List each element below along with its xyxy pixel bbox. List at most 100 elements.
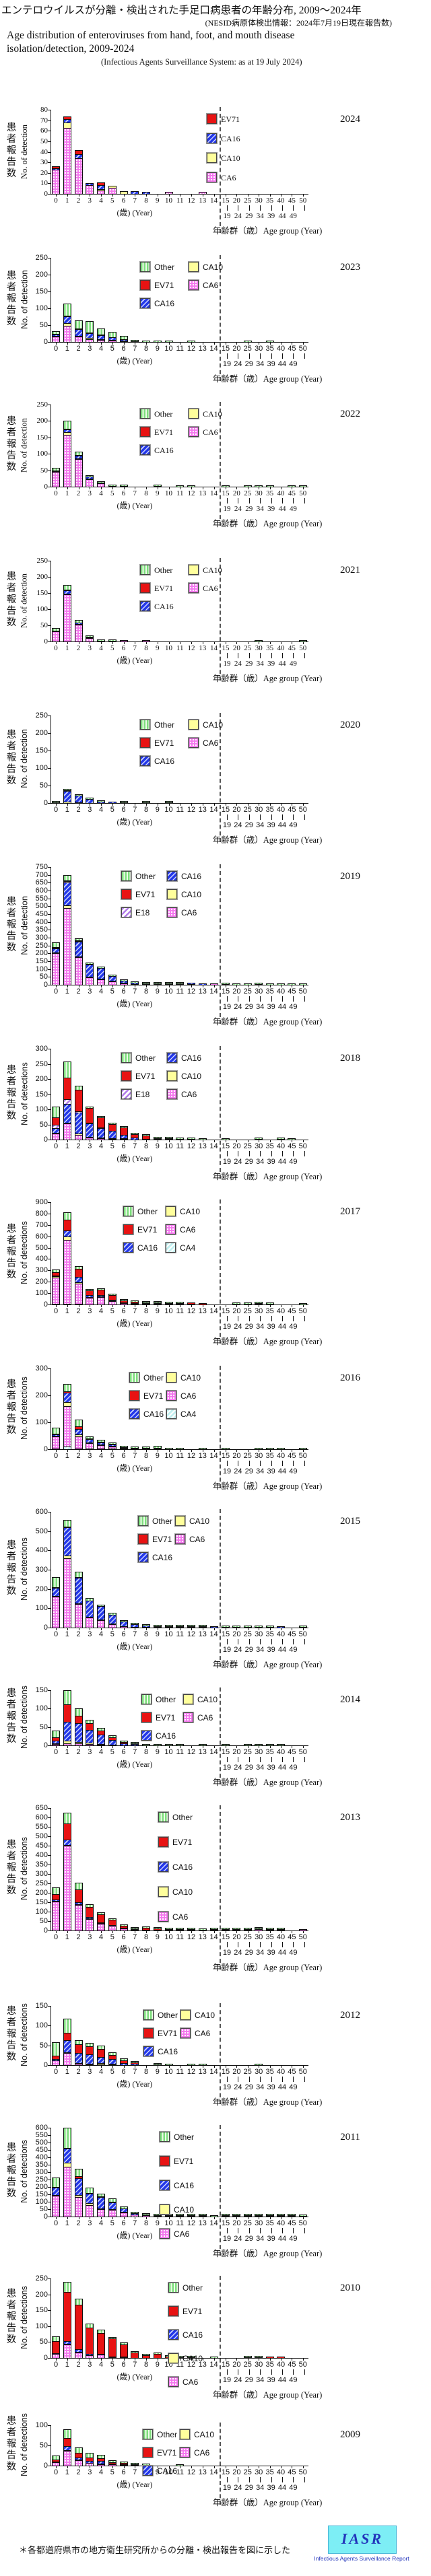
x-tick-label-age: 11 bbox=[176, 1452, 184, 1460]
bar-age-4 bbox=[97, 2194, 105, 2217]
bar-age-4 bbox=[97, 1912, 105, 1931]
bar-segment-Other bbox=[75, 321, 82, 328]
x-tick-label-age: 14 bbox=[209, 1630, 218, 1638]
group-range-mark bbox=[227, 205, 228, 211]
group-range-mark bbox=[227, 814, 228, 820]
legend-label-CA10: CA10 bbox=[203, 263, 224, 272]
bar-segment-CA10 bbox=[63, 2450, 71, 2451]
bar-segment-CA6 bbox=[75, 158, 82, 194]
x-tick-label-age: 14 bbox=[209, 1142, 218, 1150]
x-tick-label-group-upper: 30 bbox=[255, 197, 263, 205]
y-tick-label: 100 bbox=[35, 2198, 48, 2206]
x-tick-label-age: 11 bbox=[176, 345, 184, 353]
y-tick bbox=[48, 1422, 51, 1423]
y-tick-label: 0 bbox=[43, 1926, 48, 1935]
bar-segment-CA16 bbox=[131, 1744, 139, 1745]
y-axis-label-japanese: 患 者 報 告 数 bbox=[6, 2143, 17, 2199]
bar-segment-CA6 bbox=[154, 2216, 161, 2217]
chart-2017: 患 者 報 告 数 No. of detections 0 100 200 300 400 5… bbox=[0, 1197, 431, 1362]
x-tick-label-age: 14 bbox=[209, 1307, 218, 1315]
bar-segment-EV71 bbox=[63, 880, 71, 881]
bar-segment-CA6 bbox=[98, 1445, 104, 1449]
bar-segment-Other bbox=[98, 640, 104, 641]
bar-age-1 bbox=[63, 421, 71, 487]
bar-segment-CA10 bbox=[86, 1297, 94, 1298]
legend-swatch-CA10 bbox=[168, 2353, 178, 2363]
legend-label-CA6: CA6 bbox=[181, 908, 197, 917]
bar-segment-CA6 bbox=[53, 1278, 59, 1304]
bar-age-12 bbox=[187, 1138, 195, 1140]
bar-segment-CA6 bbox=[98, 2355, 104, 2358]
x-tick bbox=[101, 1305, 102, 1307]
x-tick bbox=[67, 804, 68, 806]
bar-segment-CA16 bbox=[120, 2464, 127, 2465]
y-tick bbox=[48, 2209, 51, 2210]
bar-segment-Other bbox=[120, 485, 127, 486]
legend-label-Other: Other bbox=[143, 1373, 164, 1383]
y-tick-label: 600 bbox=[35, 1232, 48, 1241]
bar-age-5 bbox=[108, 1735, 117, 1746]
x-tick-label-age: 1 bbox=[65, 1307, 69, 1315]
y-tick bbox=[48, 2187, 51, 2188]
bar-segment-CA6 bbox=[165, 2216, 172, 2217]
bar-segment-CA16 bbox=[63, 119, 71, 123]
group-range-mark bbox=[260, 1461, 261, 1466]
legend-swatch-EV71 bbox=[158, 1837, 168, 1847]
y-tick-label: 0 bbox=[44, 483, 48, 491]
bar-segment-EV71 bbox=[53, 334, 59, 335]
x-tick bbox=[236, 1931, 238, 1933]
bar-segment-CA16 bbox=[86, 965, 94, 977]
bar-age-5 bbox=[108, 1918, 117, 1931]
x-tick-label-age: 9 bbox=[155, 1933, 160, 1941]
x-tick-label-group-lower: 24 bbox=[234, 2376, 242, 2384]
x-tick bbox=[112, 1746, 113, 1748]
bar-age-5 bbox=[108, 485, 117, 487]
legend-label-CA6: CA6 bbox=[194, 2448, 210, 2458]
bar-segment-EV71 bbox=[255, 1303, 263, 1304]
bar-segment-CA10 bbox=[98, 1744, 104, 1745]
bar-segment-CA16 bbox=[131, 2064, 139, 2065]
bar-segment-CA6 bbox=[86, 1744, 94, 1745]
x-tick-label-age: 9 bbox=[155, 1748, 160, 1756]
bar-age-7 bbox=[131, 1742, 139, 1746]
x-tick-label-age: 8 bbox=[144, 197, 148, 205]
x-axis-caption-ages: (歳) (Year) bbox=[117, 501, 153, 510]
y-tick bbox=[48, 733, 51, 734]
group-range-mark bbox=[304, 814, 305, 820]
bar-age-13 bbox=[198, 983, 207, 985]
x-tick-label-group-lower: 19 bbox=[222, 1646, 232, 1654]
bar-age-0 bbox=[52, 2042, 60, 2066]
x-tick-label-group-lower: 24 bbox=[234, 1323, 242, 1331]
bar-segment-CA16 bbox=[120, 1622, 127, 1626]
group-range-mark bbox=[282, 2369, 283, 2375]
x-tick-label-age: 3 bbox=[88, 1630, 92, 1638]
x-tick bbox=[302, 1140, 304, 1142]
x-tick-label-group-upper: 30 bbox=[255, 2219, 263, 2227]
x-tick-label-age: 8 bbox=[143, 1933, 149, 1941]
x-tick bbox=[101, 2466, 102, 2468]
x-tick bbox=[191, 343, 192, 345]
bar-segment-Other bbox=[143, 1135, 150, 1136]
bar-segment-Other bbox=[98, 2456, 104, 2458]
bar-segment-CA16 bbox=[98, 2197, 104, 2208]
y-tick-label: 50 bbox=[40, 137, 48, 145]
x-tick bbox=[168, 1450, 170, 1452]
bar-age-3 bbox=[86, 2043, 94, 2066]
x-tick bbox=[191, 642, 192, 644]
x-tick bbox=[302, 343, 304, 345]
group-range-mark bbox=[271, 996, 272, 1002]
y-tick-label: 10 bbox=[40, 179, 48, 188]
legend-swatch-CA16 bbox=[143, 2046, 154, 2056]
x-tick-label-group-lower: 24 bbox=[234, 2083, 242, 2091]
x-tick-label-group-lower: 39 bbox=[267, 1003, 275, 1011]
group-range-mark bbox=[282, 1639, 283, 1644]
x-tick bbox=[269, 1140, 271, 1142]
bar-age-9 bbox=[153, 1927, 162, 1931]
bar-segment-Other bbox=[75, 1883, 82, 1889]
legend-label-EV71: EV71 bbox=[154, 281, 174, 290]
bar-age-5 bbox=[108, 2052, 117, 2066]
x-tick-label-age: 4 bbox=[98, 2468, 104, 2476]
x-tick-label-age: 12 bbox=[187, 1630, 196, 1638]
bar-age-4 bbox=[97, 2455, 105, 2466]
x-tick-label-age: 13 bbox=[199, 644, 207, 652]
